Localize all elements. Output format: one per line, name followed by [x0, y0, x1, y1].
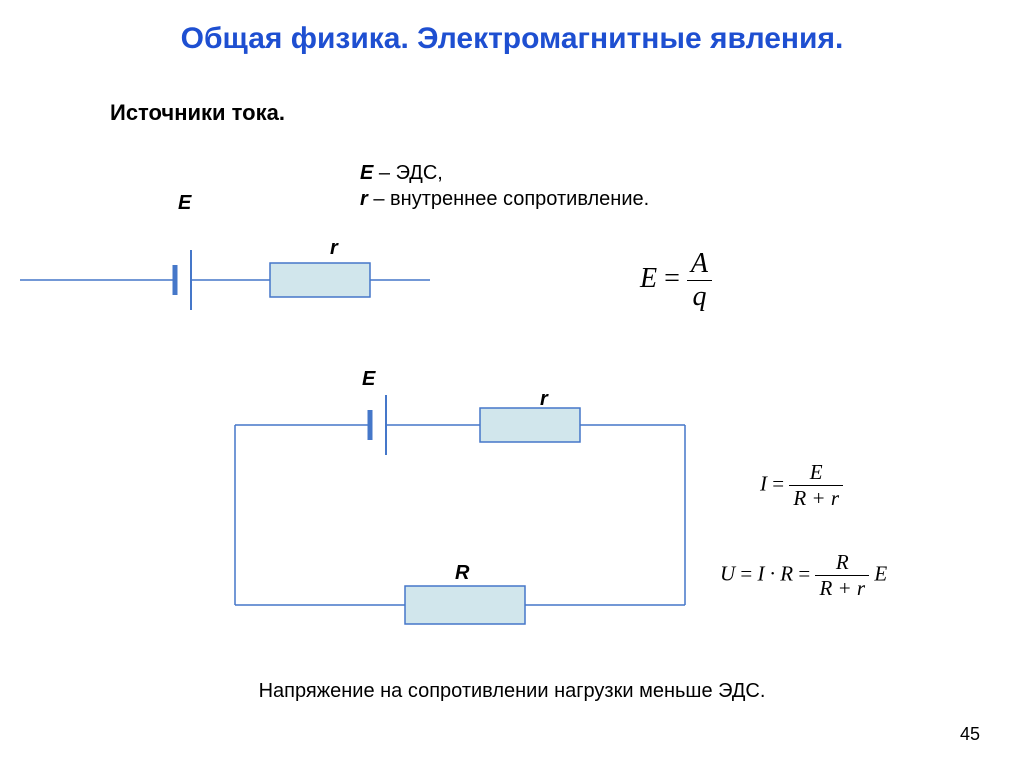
- f2-num: E: [789, 460, 843, 486]
- legend-block: E – ЭДС, r – внутреннее сопротивление.: [360, 160, 649, 212]
- f2-eq: =: [767, 471, 789, 495]
- f1-lhs: E: [640, 263, 657, 294]
- label-R2: R: [455, 562, 469, 585]
- formula-current: I = ER + r: [760, 460, 843, 511]
- f1-num: A: [687, 248, 712, 281]
- f2-lhs: I: [760, 471, 767, 495]
- label-E1: E: [178, 192, 191, 215]
- f1-eq: =: [657, 263, 687, 294]
- f2-den: R + r: [789, 486, 843, 511]
- section-subtitle: Источники тока.: [110, 100, 285, 126]
- f3-eq1: =: [735, 561, 757, 585]
- legend-emf-symbol: E: [360, 162, 373, 184]
- f3-num: R: [815, 550, 869, 576]
- label-r1: r: [330, 237, 338, 260]
- f3-den: R + r: [815, 576, 869, 601]
- formula-voltage: U = I · R = RR + r E: [720, 550, 887, 601]
- legend-emf-text: – ЭДС,: [373, 162, 443, 184]
- page-number: 45: [960, 724, 980, 745]
- f3-mid: I · R: [758, 561, 794, 585]
- f3-lhs: U: [720, 561, 735, 585]
- label-E2: E: [362, 368, 375, 391]
- f1-den: q: [687, 281, 712, 313]
- f3-eq2: =: [793, 561, 815, 585]
- label-r2: r: [540, 388, 548, 411]
- conclusion-text: Напряжение на сопротивлении нагрузки мен…: [0, 680, 1024, 703]
- legend-r-symbol: r: [360, 188, 368, 210]
- legend-r-text: – внутреннее сопротивление.: [368, 188, 649, 210]
- formula-emf: E = Aq: [640, 248, 712, 313]
- f3-tail: E: [869, 561, 887, 585]
- page-title: Общая физика. Электромагнитные явления.: [0, 0, 1024, 56]
